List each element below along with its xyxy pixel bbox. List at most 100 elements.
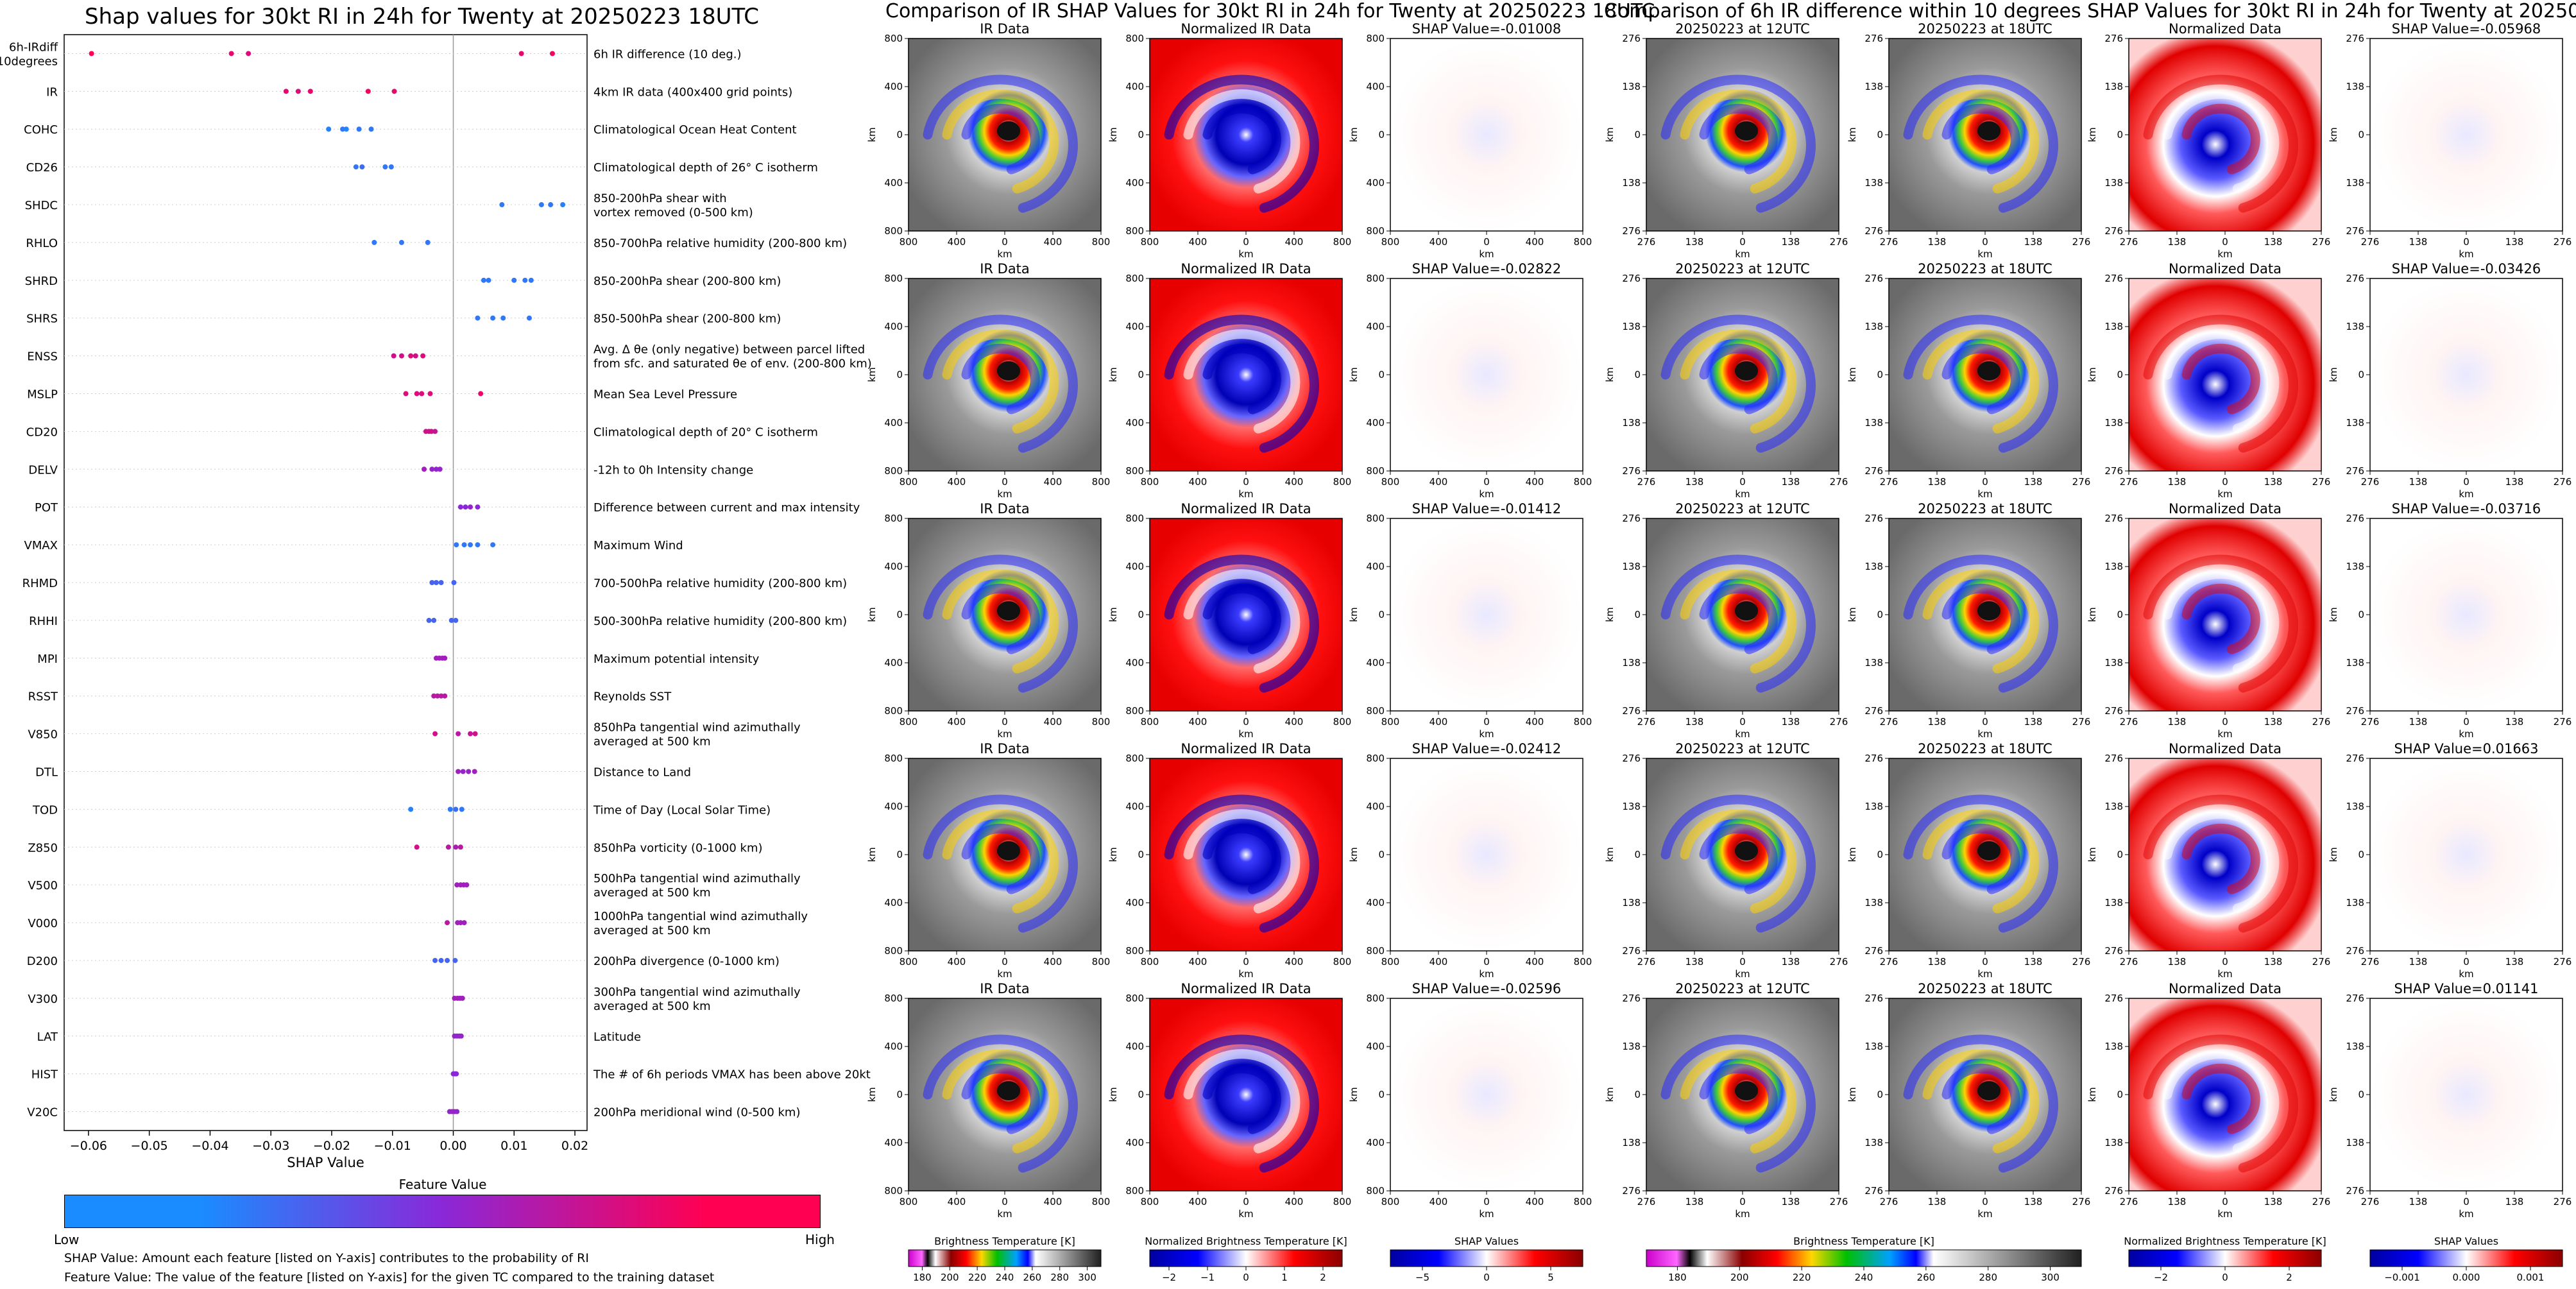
shap-point [451,580,457,585]
shap-point [420,353,426,359]
spiral-band [1183,809,1301,914]
x-tick-label: 138 [1685,716,1704,728]
feature-name: V000 [28,917,58,930]
spiral-band [1202,1063,1281,1134]
y-tick-label: 276 [2104,273,2123,284]
panel-title: SHAP Value=-0.01412 [1412,501,1562,516]
x-tick-label: 400 [1429,716,1448,728]
image-panel-norm2: Normalized Data2762761381380013813827627… [2086,261,2330,500]
y-axis-label: km [1107,127,1119,142]
panel-title: SHAP Value=-0.02596 [1412,981,1562,996]
y-axis-label: km [866,847,878,862]
x-tick-label: 800 [1092,476,1111,488]
feature-description: Reynolds SST [593,690,672,704]
x-tick-label: 138 [2505,956,2524,968]
colorbar-strip [1390,1249,1583,1267]
shap-point [326,126,332,132]
colorbar-title: Feature Value [398,1177,487,1192]
x-tick-label: 276 [2312,476,2331,488]
shap-point [447,807,453,812]
x-tick-label: 276 [1637,236,1656,248]
feature-description: 4km IR data (400x400 grid points) [593,85,792,99]
y-axis-label: km [1604,847,1616,862]
panel-title: Normalized IR Data [1181,21,1311,37]
y-axis-label: km [1107,847,1119,862]
shap-field [1390,518,1583,711]
x-tick-label: 400 [1189,1196,1207,1208]
y-tick-label: 276 [2346,33,2364,44]
y-tick-label: 138 [2104,177,2123,189]
x-axis-label: km [997,248,1012,260]
x-tick-label: 800 [1381,476,1400,488]
x-tick-label: 400 [1285,236,1304,248]
x-axis-label: km [997,728,1012,740]
x-tick-label: 276 [2120,956,2138,968]
feature-name: 6h-IRdiff [9,40,58,54]
feature-name: COHC [24,123,58,137]
spiral-band [1202,343,1281,414]
y-axis-label: km [2086,1087,2098,1102]
feature-name: SHDC [25,199,58,212]
x-axis-label: km [2459,1208,2473,1220]
shap-point [478,391,484,397]
colorbar-brightness-temp-2: Brightness Temperature [K] 180 200 220 240 26… [1646,1235,2082,1283]
x-axis-label: km [1238,968,1253,980]
feature-name: V500 [28,879,58,892]
y-tick-label: 138 [2346,417,2364,429]
x-axis-label: km [1977,728,1992,740]
spiral-band [1699,343,1778,414]
shap-field [1390,758,1583,951]
shap-field [2370,518,2563,711]
y-tick-label: 400 [1366,1041,1385,1052]
y-tick-label: 276 [1622,513,1641,524]
x-tick-label: 138 [1782,476,1800,488]
x-tick-label: 276 [1880,716,1898,728]
spiral-band [961,1063,1040,1134]
colorbar-tick-label: 2 [2286,1272,2292,1283]
panel-image [2370,998,2563,1191]
y-tick-label: 0 [896,849,903,860]
y-tick-label: 276 [2104,465,2123,477]
y-tick-label: 800 [884,945,903,957]
colorbar-tick-label: 0 [1483,1272,1490,1283]
panel-title: 20250223 at 12UTC [1675,501,1810,516]
spiral-band [2143,74,2298,213]
y-tick-label: 276 [1622,225,1641,237]
spiral-band [961,103,1040,175]
x-tick-label: 800 [1092,1196,1111,1208]
panel-title: 20250223 at 12UTC [1675,261,1810,277]
shap-point [538,202,544,208]
y-tick-label: 138 [1864,561,1883,572]
x-axis-label: km [1735,488,1750,500]
x-tick-label: 276 [2554,956,2572,968]
x-tick-label: −0.03 [252,1139,289,1153]
feature-name: MPI [37,653,58,666]
storm-eye [1735,361,1758,380]
x-tick-label: 0 [2463,476,2469,488]
y-tick-label: 138 [2104,81,2123,92]
shap-point [490,542,496,548]
y-tick-label: 0 [896,609,903,620]
x-axis-label: km [2459,248,2473,260]
y-tick-label: 138 [1864,321,1883,332]
x-tick-label: 0 [1739,956,1746,968]
x-axis-label: km [2459,968,2473,980]
colorbar-tick-label: 240 [1855,1272,1873,1283]
y-tick-label: 0 [1138,609,1144,620]
x-tick-label: 800 [1333,1196,1352,1208]
panel-title: Normalized Data [2169,501,2282,516]
y-tick-label: 800 [1366,465,1385,477]
spiral-band [2181,583,2260,654]
shap-point [560,202,566,208]
colorbar-normalized-bt-2: Normalized Brightness Temperature [K] −2 0… [2124,1235,2326,1283]
colorbar-tick-label: 1 [1281,1272,1288,1283]
y-tick-label: 0 [1877,849,1883,860]
x-tick-label: 800 [900,236,918,248]
x-tick-label: 800 [1381,716,1400,728]
feature-description: Latitude [593,1030,641,1044]
y-axis-label: km [2086,127,2098,142]
x-axis-label: km [2459,488,2473,500]
shap-point [422,466,427,472]
y-tick-label: 138 [1622,81,1641,92]
